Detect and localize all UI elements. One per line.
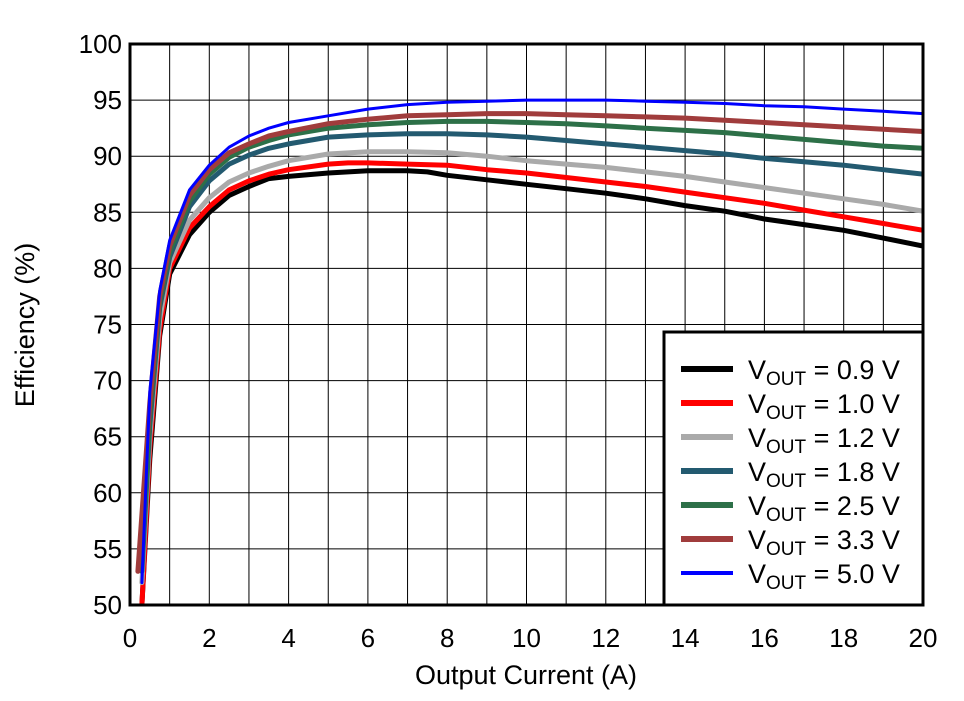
series-lines <box>135 98 923 605</box>
series-line-1 <box>139 168 923 605</box>
y-tick-label: 75 <box>93 310 122 340</box>
x-axis-label: Output Current (A) <box>415 660 637 690</box>
x-tick-labels: 0 2 4 6 8 10 12 14 16 18 20 <box>123 623 938 653</box>
y-tick-label: 65 <box>93 422 122 452</box>
series-line-5 <box>139 118 923 563</box>
x-tick-label: 6 <box>361 623 375 653</box>
y-tick-label: 50 <box>93 590 122 620</box>
x-tick-label: 12 <box>591 623 620 653</box>
x-tick-label: 0 <box>123 623 137 653</box>
y-tick-label: 70 <box>93 366 122 396</box>
legend-label-3: VOUT = 1.2 V <box>748 423 900 458</box>
legend-label-6: VOUT = 3.3 V <box>748 525 900 560</box>
x-tick-label: 10 <box>512 623 541 653</box>
x-tick-label: 20 <box>909 623 938 653</box>
series-line-4 <box>139 131 923 574</box>
plot-frame <box>128 42 925 607</box>
x-tick-label: 14 <box>671 623 700 653</box>
y-tick-label: 90 <box>93 141 122 171</box>
y-tick-labels: 50 55 60 65 70 75 80 85 90 95 100 <box>79 29 122 620</box>
series-line-7 <box>140 98 923 585</box>
y-tick-label: 60 <box>93 478 122 508</box>
x-tick-label: 4 <box>281 623 295 653</box>
x-tick-label: 16 <box>750 623 779 653</box>
series-line-2 <box>139 160 923 605</box>
x-tick-label: 8 <box>440 623 454 653</box>
y-tick-label: 100 <box>79 29 122 59</box>
series-line-6 <box>135 111 923 574</box>
y-axis-label: Efficiency (%) <box>10 243 40 408</box>
legend-label-7: VOUT = 5.0 V <box>748 559 900 594</box>
y-tick-label: 95 <box>93 85 122 115</box>
y-tick-label: 85 <box>93 197 122 227</box>
legend-label-5: VOUT = 2.5 V <box>748 491 900 526</box>
legend-label-1: VOUT = 0.9 V <box>748 355 900 390</box>
y-tick-label: 55 <box>93 534 122 564</box>
x-tick-label: 2 <box>202 623 216 653</box>
legend-label-4: VOUT = 1.8 V <box>748 457 900 492</box>
series-line-3 <box>139 149 923 586</box>
y-tick-label: 80 <box>93 253 122 283</box>
x-tick-label: 18 <box>829 623 858 653</box>
legend-label-2: VOUT = 1.0 V <box>748 389 900 424</box>
